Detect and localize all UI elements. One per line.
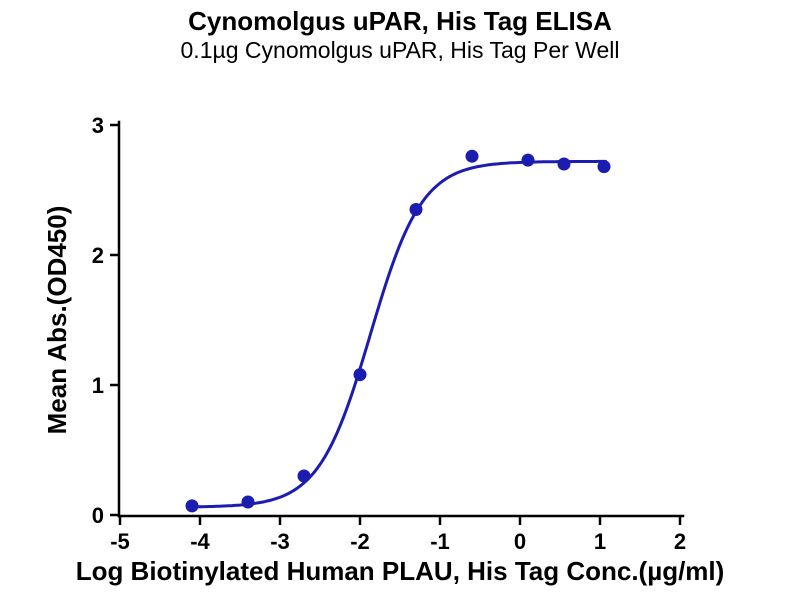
data-point: [297, 469, 311, 483]
data-point: [353, 368, 367, 382]
x-tick-label: -3: [270, 529, 290, 554]
x-tick-label: -5: [110, 529, 130, 554]
data-point: [185, 499, 199, 513]
y-tick-label: 2: [92, 243, 104, 268]
x-tick-label: -1: [430, 529, 450, 554]
data-point: [521, 153, 535, 167]
x-tick-label: 0: [514, 529, 526, 554]
fit-curve-line: [188, 159, 608, 509]
data-points: [185, 149, 611, 513]
y-tick-label: 3: [92, 113, 104, 138]
x-tick-label: -4: [190, 529, 210, 554]
chart-title: Cynomolgus uPAR, His Tag ELISA: [188, 6, 612, 36]
x-axis-label: Log Biotinylated Human PLAU, His Tag Con…: [76, 556, 725, 586]
x-tick-label: 2: [674, 529, 686, 554]
data-point: [241, 495, 255, 509]
data-point: [465, 149, 479, 163]
data-point: [597, 160, 611, 174]
axes: -5 -4 -3 -2 -1 0 1 2 0 1 2 3: [92, 113, 686, 554]
y-tick-label: 1: [92, 373, 104, 398]
x-tick-label: 1: [594, 529, 606, 554]
chart-subtitle: 0.1µg Cynomolgus uPAR, His Tag Per Well: [181, 37, 620, 63]
data-point: [409, 203, 423, 216]
x-tick-label: -2: [350, 529, 370, 554]
y-tick-label: 0: [92, 503, 104, 528]
data-point: [557, 157, 571, 171]
y-axis-label: Mean Abs.(OD450): [42, 206, 72, 435]
